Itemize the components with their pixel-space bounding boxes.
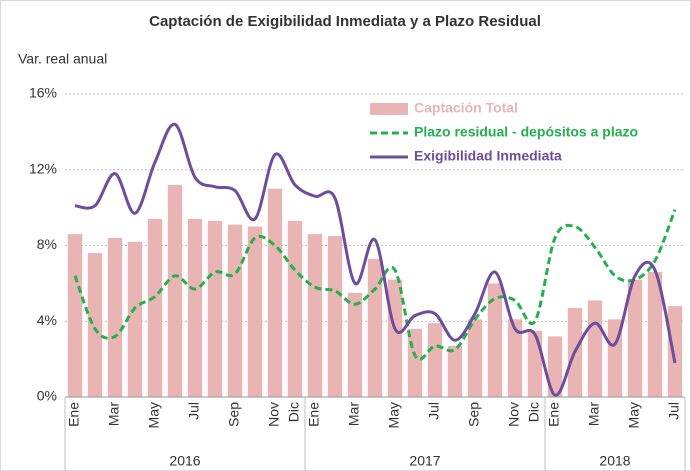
bar bbox=[587, 300, 603, 397]
x-tick-label: Mar bbox=[346, 402, 362, 426]
bar bbox=[267, 188, 283, 397]
x-tick-label: May bbox=[626, 402, 642, 428]
legend-label: Exigibilidad Inmediata bbox=[414, 148, 562, 164]
x-tick-label: Nov bbox=[266, 402, 282, 427]
y-tick-label: 0% bbox=[37, 388, 57, 404]
group-label: 2018 bbox=[599, 453, 630, 469]
x-tick-label: Nov bbox=[506, 402, 522, 427]
legend-swatch bbox=[370, 103, 408, 115]
x-tick-label: Dic bbox=[286, 402, 302, 422]
bar bbox=[287, 220, 303, 397]
bar bbox=[247, 226, 263, 397]
bar bbox=[67, 234, 83, 397]
bar bbox=[87, 253, 103, 397]
line-series bbox=[74, 122, 677, 397]
y-tick-label: 16% bbox=[29, 85, 57, 101]
x-tick-label: May bbox=[386, 402, 402, 428]
y-tick-label: 4% bbox=[37, 312, 57, 328]
bar bbox=[327, 236, 343, 397]
bar bbox=[487, 283, 503, 397]
bar bbox=[627, 279, 643, 397]
bar bbox=[447, 345, 463, 397]
bar bbox=[227, 224, 243, 397]
bar bbox=[407, 328, 423, 397]
x-tick-label: Ene bbox=[546, 402, 562, 427]
y-tick-label: 8% bbox=[37, 236, 57, 252]
x-tick-label: Jul bbox=[666, 402, 682, 420]
group-label: 2017 bbox=[409, 453, 440, 469]
bar bbox=[647, 272, 663, 397]
bar bbox=[527, 330, 543, 397]
x-tick-label: Jul bbox=[426, 402, 442, 420]
x-tick-label: Dic bbox=[526, 402, 542, 422]
x-tick-label: Mar bbox=[106, 402, 122, 426]
y-axis-label: Var. real anual bbox=[18, 51, 107, 67]
bar bbox=[667, 306, 683, 397]
bar bbox=[507, 319, 523, 397]
line-series bbox=[73, 208, 677, 361]
x-tick-label: Mar bbox=[586, 402, 602, 426]
x-tick-label: Jul bbox=[186, 402, 202, 420]
x-tick-label: Ene bbox=[306, 402, 322, 427]
x-tick-label: Sep bbox=[466, 402, 482, 427]
bar bbox=[147, 218, 163, 397]
bar bbox=[127, 241, 143, 397]
bar bbox=[187, 218, 203, 397]
x-tick-label: Sep bbox=[226, 402, 242, 427]
bar bbox=[427, 323, 443, 397]
bar bbox=[167, 184, 183, 397]
bar bbox=[107, 237, 123, 397]
y-tick-label: 12% bbox=[29, 160, 57, 176]
chart-title: Captación de Exigibilidad Inmediata y a … bbox=[149, 13, 541, 30]
bar bbox=[467, 319, 483, 397]
bar bbox=[367, 258, 383, 397]
bar bbox=[387, 279, 403, 397]
bar bbox=[547, 336, 563, 397]
group-label: 2016 bbox=[169, 453, 200, 469]
bar bbox=[307, 234, 323, 397]
bar bbox=[207, 220, 223, 397]
x-tick-label: May bbox=[146, 402, 162, 428]
legend-label: Plazo residual - depósitos a plazo bbox=[414, 124, 638, 140]
x-tick-label: Ene bbox=[66, 402, 82, 427]
legend-label: Captación Total bbox=[414, 100, 518, 116]
bar bbox=[347, 292, 363, 397]
